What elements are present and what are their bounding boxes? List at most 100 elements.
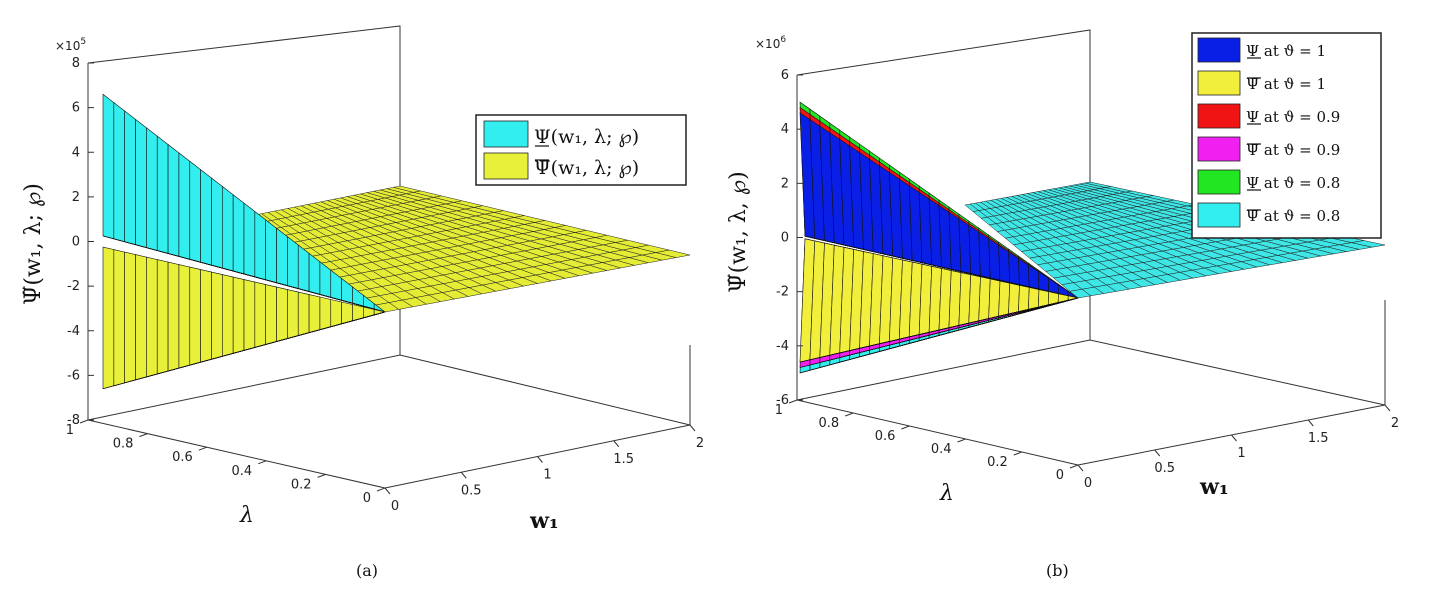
wedge-strip [319,296,332,331]
panel-b-legend-swatch [1197,136,1241,162]
lambda-tick-label: 0.4 [931,442,952,457]
z-tick-label: 0 [72,235,80,250]
panel-b-exponent: ×106 [755,35,786,51]
w1-tick-mark [1231,434,1237,442]
w1-tick-label: 1 [1237,446,1245,461]
wedge-strip [135,118,147,249]
wedge-strip [1037,289,1050,308]
panel-a-legend: Ψ(w₁, λ; ℘) Ψ̄(w₁, λ; ℘) [475,114,687,186]
panel-b-w1-ticks: 0 0.5 1 1.5 2 [1077,404,1399,491]
w1-tick-mark [1307,419,1314,427]
wedge-strip [254,281,266,348]
lambda-tick-mark [788,399,798,404]
lambda-tick-mark [1069,464,1079,469]
panel-b-box-back-floor [796,339,1386,406]
far-surface-cell [655,249,691,258]
lambda-tick-label: 1 [66,423,74,438]
wedge-strip [308,294,321,334]
z-tick-label: -6 [67,368,80,383]
wedge-strip [243,202,256,278]
wedge-strip [113,102,125,243]
wedge-strip [265,219,277,284]
panel-b-legend-label: Ψ̄ at ϑ = 1 [1246,75,1326,93]
lambda-tick-mark [957,438,966,443]
wedge-strip [146,256,158,378]
panel-b-caption: (b) [1046,561,1069,580]
w1-tick-mark [1077,464,1084,472]
wedge-strip [167,143,180,257]
z-tick-label: 8 [72,56,80,71]
z-tick-label: 0 [781,231,789,246]
wedge-strip [276,286,288,342]
wedge-strip [265,284,277,345]
lambda-tick-label: 0.6 [172,450,193,465]
w1-tick-mark [613,440,620,448]
panel-b-lambda-ticks: 0 0.2 0.4 0.6 0.8 1 [775,399,1079,483]
panel-a-zlabel: Ψ̃(w₁, λ; ℘) [21,183,46,305]
lambda-tick-mark [901,425,910,430]
wedge-strip [156,259,169,375]
z-tick-label: 2 [781,176,789,191]
w1-tick-mark [1384,404,1391,412]
panel-b-legend-swatch [1197,103,1241,129]
wedge-strip [1008,282,1020,315]
lambda-tick-mark [79,419,89,424]
panel-b-z-ticks: -6 -4 -2 0 2 4 6 [776,68,803,408]
lambda-tick-label: 0.8 [819,416,840,431]
wedge-strip [276,227,288,287]
lambda-tick-mark [845,412,854,417]
panel-a-z-ticks: -8 -6 -4 -2 0 2 4 6 8 [67,56,94,428]
panel-a-legend-label-1: Ψ(w₁, λ; ℘) [534,126,639,148]
panel-b-zlabel: Ψ̃(w₁, λ, ℘) [726,171,751,292]
wedge-strip [189,160,201,263]
wedge-strip [211,271,223,360]
panel-a-wedge-surface [102,93,386,390]
panel-b-xlabel: w₁ [1199,474,1229,500]
wedge-strip [113,249,125,387]
panel-a-lambda-axis [87,419,386,489]
wedge-strip [189,266,201,366]
panel-a-lambda-ticks: 0 0.2 0.4 0.6 0.8 1 [66,419,386,506]
wedge-strip [254,210,266,281]
panel-a-w1-ticks: 0 0.5 1 1.5 2 [384,424,704,514]
lambda-tick-label: 0 [1056,468,1064,483]
lambda-tick-label: 0.2 [987,455,1008,470]
lambda-tick-mark [1013,451,1022,456]
far-surface-cell [1351,240,1386,248]
wedge-strip [1028,264,1040,290]
lambda-tick-mark [258,460,267,465]
panel-b-legend-label: Ψ̄ at ϑ = 0.8 [1246,207,1340,225]
wedge-strip [222,274,234,357]
w1-tick-label: 0.5 [461,483,482,498]
panel-b-legend-swatch [1197,37,1241,63]
panel-b-ylabel: λ [939,481,954,506]
wedge-strip [200,269,212,363]
panel-b-legend-label: Ψ at ϑ = 1 [1246,42,1326,60]
wedge-strip [1028,287,1040,310]
wedge-mesh-line [374,311,386,316]
wedge-strip [232,276,245,354]
w1-tick-label: 1.5 [613,452,634,467]
z-tick-label: -4 [776,339,789,354]
lambda-tick-mark [139,433,148,438]
wedge-strip [124,251,136,384]
wedge-strip [988,278,1001,319]
w1-tick-label: 2 [696,436,704,451]
w1-tick-mark [1154,449,1161,457]
lambda-tick-label: 0.8 [113,437,134,452]
wedge-strip [232,194,245,275]
w1-tick-label: 0.5 [1154,461,1175,476]
panel-a: -8 -6 -4 -2 0 2 4 6 8 ×105 0 0.2 0.4 0.6 0.8 1 0 0.5 1 1… [21,25,704,580]
wedge-strip [211,177,223,269]
wedge-strip [178,264,191,369]
panel-b-legend-label: Ψ at ϑ = 0.9 [1246,108,1340,126]
z-tick-label: 4 [72,145,80,160]
wedge-strip [102,93,115,240]
panel-a-xlabel: w₁ [529,508,559,534]
panel-b-legend: Ψ at ϑ = 1 Ψ̄ at ϑ = 1 Ψ at ϑ = 0.9 Ψ̄ at ϑ… [1191,32,1382,239]
lambda-tick-mark [317,473,326,478]
wedge-mesh-line [1068,297,1079,301]
wedge-strip [287,236,299,289]
lambda-tick-label: 0.4 [232,464,253,479]
w1-tick-label: 1.5 [1308,431,1329,446]
